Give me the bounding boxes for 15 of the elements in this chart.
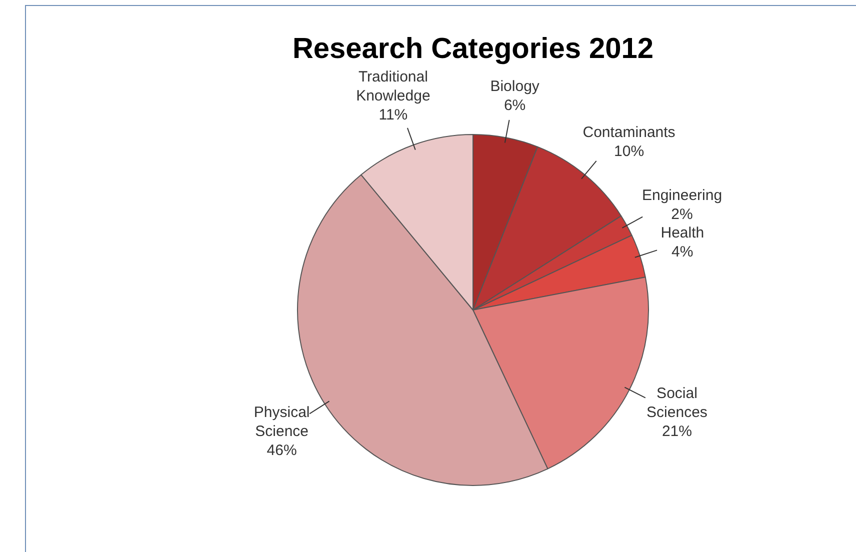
slice-label: Biology <box>490 78 540 95</box>
slice-label: Health <box>660 224 704 242</box>
data-label: 10% <box>614 143 644 160</box>
slice-label: Physical Science <box>254 404 310 440</box>
data-label: 11% <box>378 106 408 124</box>
data-label: 6% <box>504 96 526 114</box>
data-label: 2% <box>671 206 693 223</box>
slice-label: Traditional Knowledge <box>356 68 430 105</box>
slice-label: Engineering <box>642 186 722 204</box>
chart-title: Research Categories 2012 <box>292 33 654 65</box>
slice-label: Social Sciences <box>646 385 708 422</box>
slice-label: Contaminants <box>582 124 676 142</box>
data-label: 21% <box>662 423 692 440</box>
data-label: 46% <box>266 442 297 459</box>
data-label: 4% <box>672 243 694 260</box>
